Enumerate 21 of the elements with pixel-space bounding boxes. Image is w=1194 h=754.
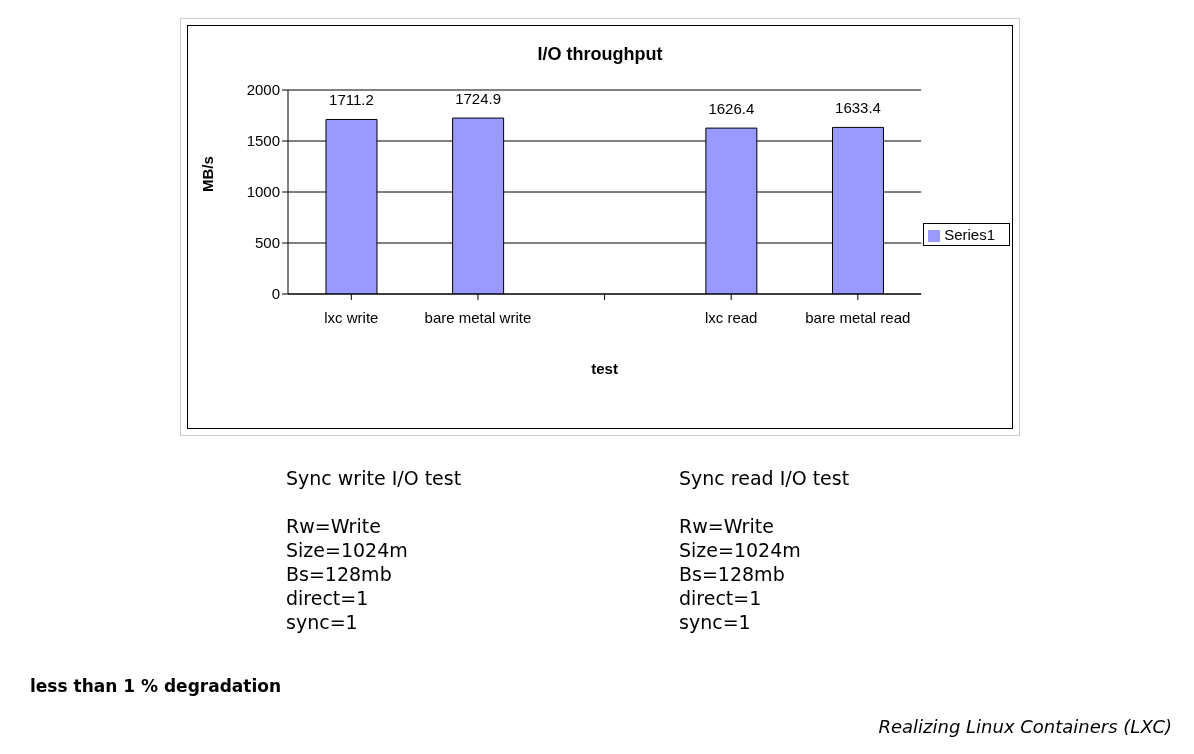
data-label: 1724.9 [455, 90, 502, 108]
y-tick-label: 500 [254, 234, 280, 252]
x-tick-label: bare metal write [424, 308, 532, 326]
text: Realizing Linux Containers (LXC) [878, 716, 1172, 737]
chart-title: I/O throughput [536, 44, 664, 66]
y-tick-label: 1500 [246, 132, 280, 150]
data-label: 1711.2 [329, 91, 374, 109]
x-tick-label: lxc write [324, 308, 379, 326]
y-tick-label: 2000 [246, 81, 280, 99]
data-label: 1626.4 [708, 100, 755, 118]
data-label: 1633.4 [835, 99, 881, 117]
x-tick-label: lxc read [704, 308, 758, 326]
y-tick-label: 0 [271, 285, 280, 303]
y-axis-title: MB/s [199, 156, 217, 192]
y-tick-label: 1000 [246, 183, 280, 201]
x-tick-label: bare metal read [805, 308, 911, 326]
text: Sync read I/O test Rw=Write Size=1024m Bs=128mb direct=1 sync=1 [679, 467, 850, 633]
text: less than 1 % degradation [30, 676, 282, 696]
legend-label: Series1 [944, 225, 995, 243]
x-axis-title: test [591, 360, 618, 377]
text: Sync write I/O test Rw=Write Size=1024m Bs=128mb direct=1 sync=1 [286, 467, 462, 633]
